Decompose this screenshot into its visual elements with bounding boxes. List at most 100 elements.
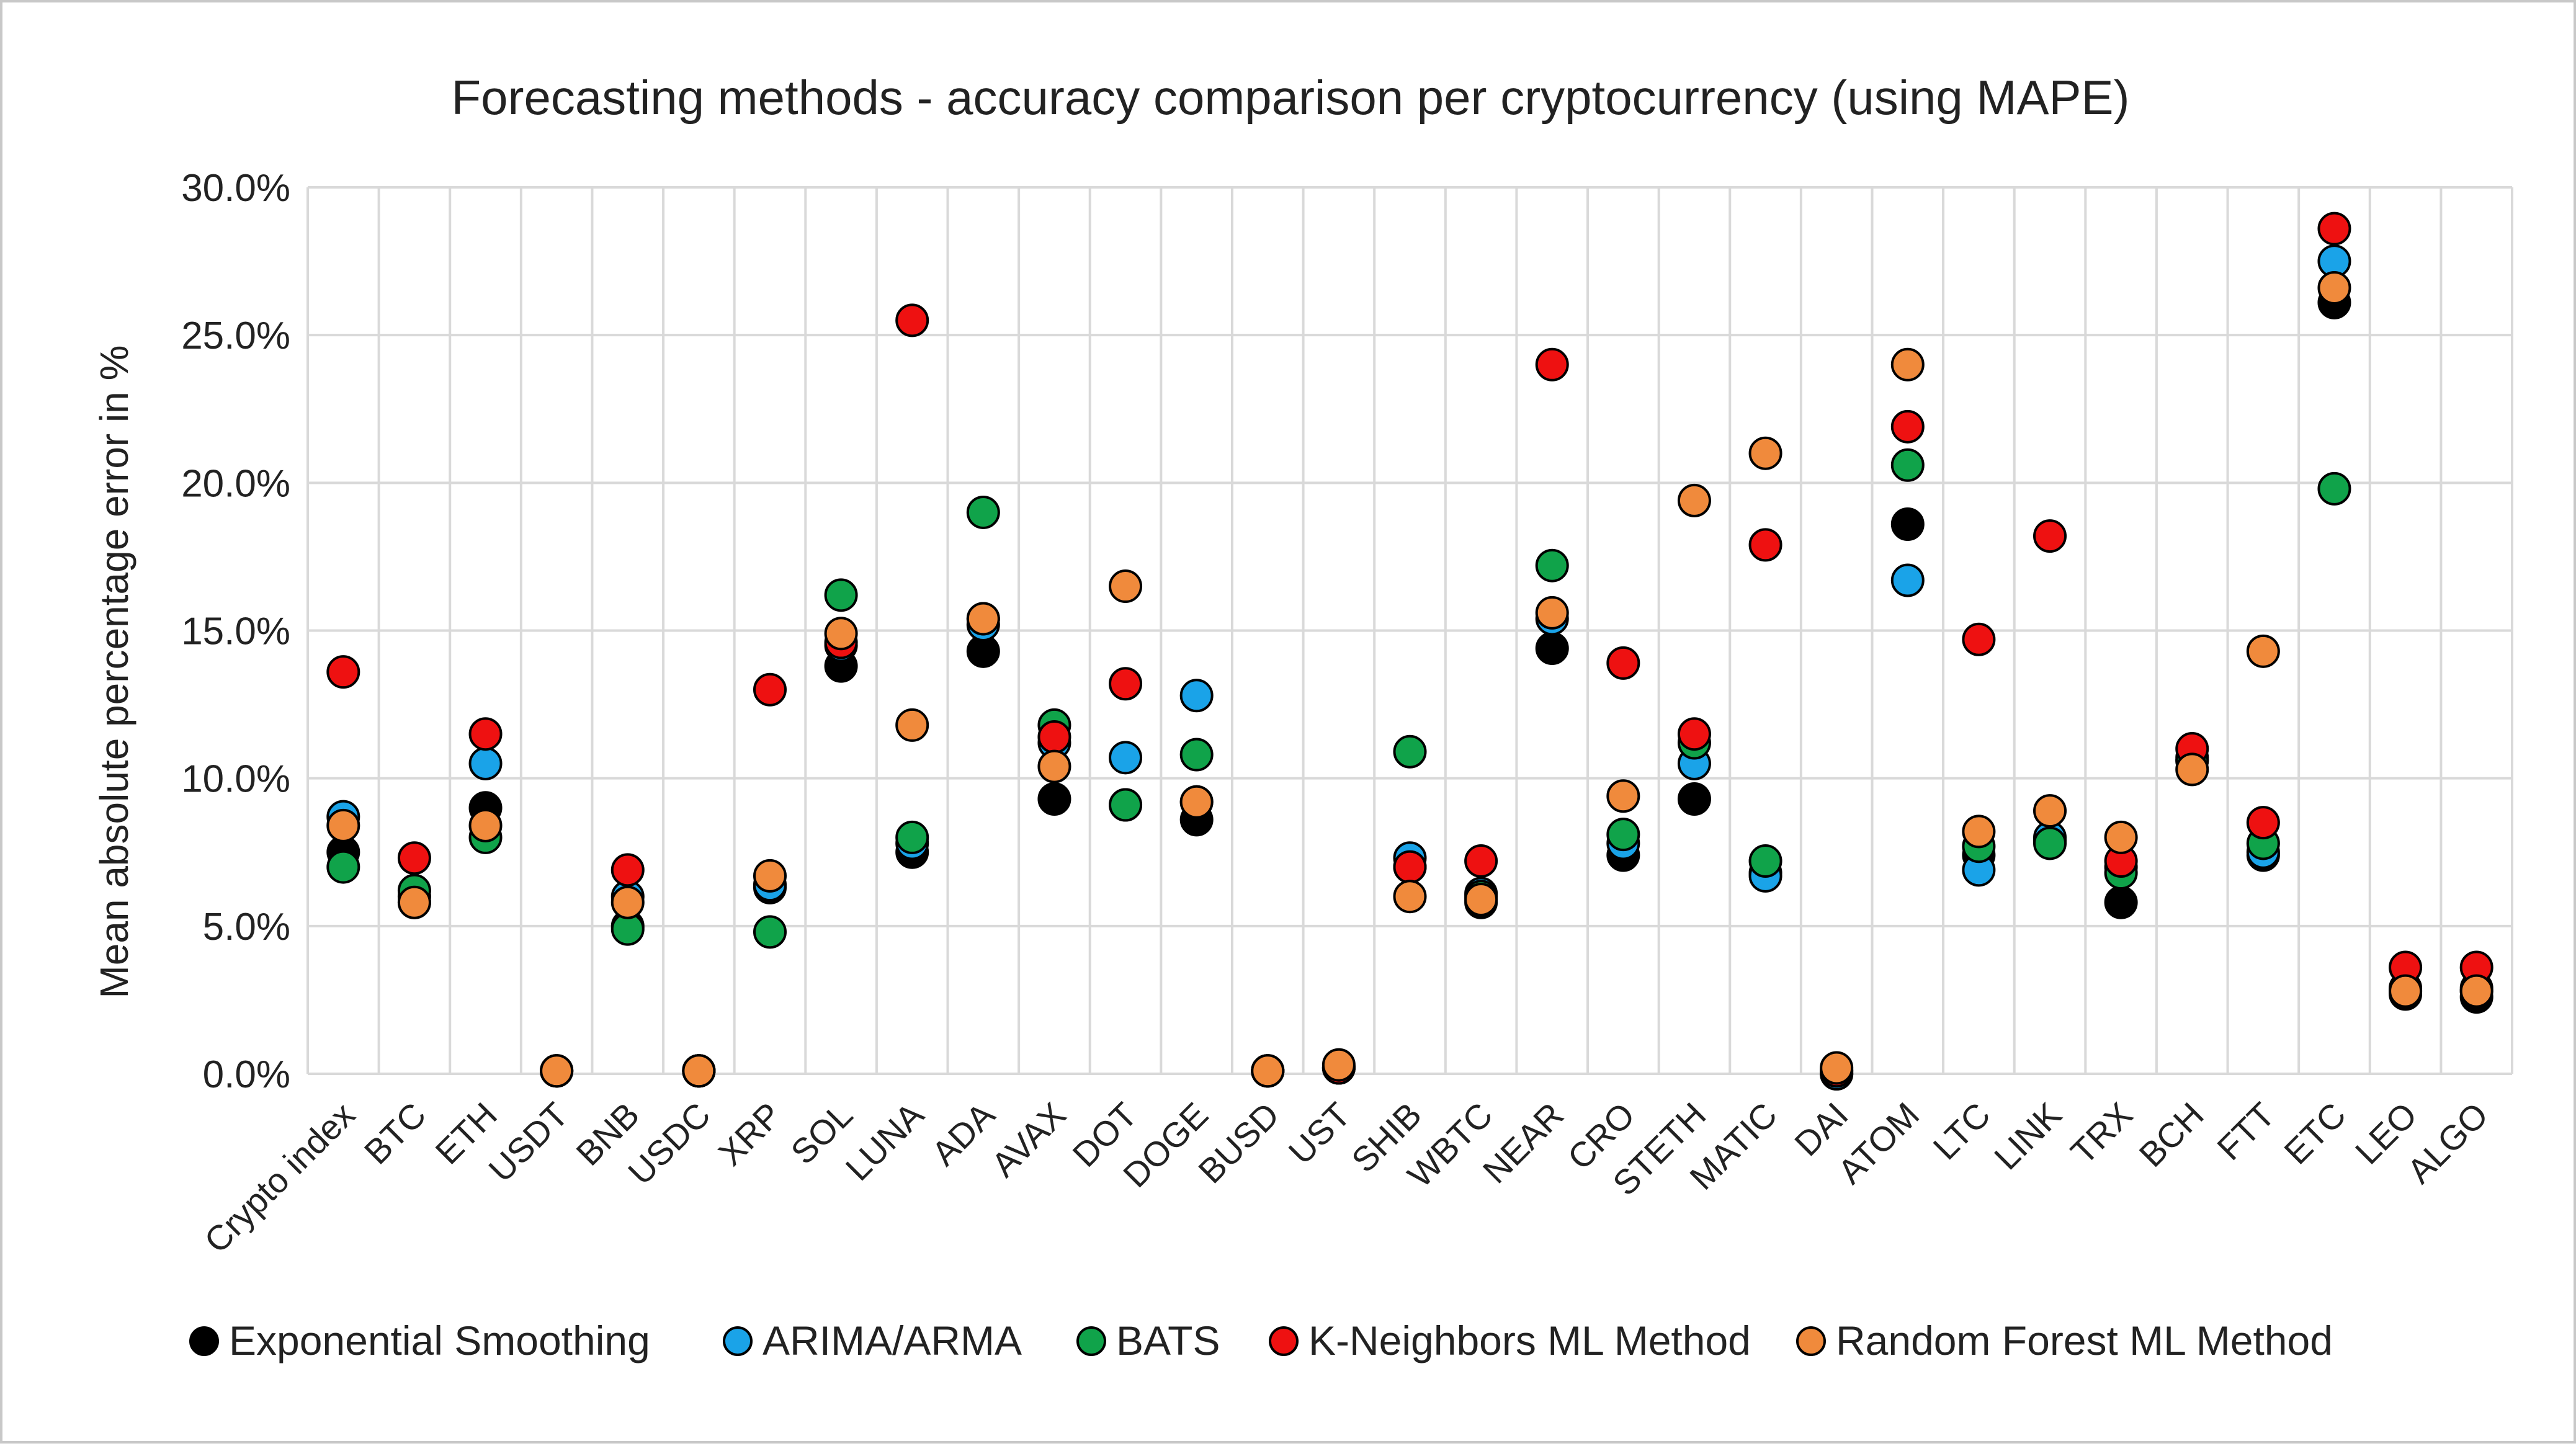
y-tick-label: 0.0% (203, 1053, 290, 1096)
legend-label: BATS (1116, 1318, 1220, 1363)
series-2 (326, 448, 2493, 1088)
x-tick-label: LINK (1987, 1095, 2069, 1177)
data-point (1179, 679, 1214, 713)
legend-marker (723, 1326, 753, 1356)
data-point (468, 746, 503, 780)
data-point (1322, 1048, 1356, 1082)
data-point (2033, 794, 2067, 828)
data-point (824, 578, 858, 612)
data-point (1535, 596, 1569, 630)
x-tick-label: FTT (2209, 1095, 2282, 1167)
y-axis-ticks: 0.0% 5.0% 10.0% 15.0% 20.0% 25.0% 30.0% (181, 167, 290, 1096)
data-point (966, 495, 1000, 529)
data-point (966, 602, 1000, 636)
x-tick-label: BCH (2132, 1095, 2211, 1174)
data-point (1748, 844, 1782, 878)
data-point (2389, 974, 2423, 1008)
legend-marker (1269, 1326, 1299, 1356)
y-tick-label: 5.0% (203, 906, 290, 948)
series-1 (326, 244, 2493, 1091)
data-point (753, 859, 787, 893)
data-point (1109, 569, 1143, 604)
data-point (1890, 347, 1925, 382)
data-point (2175, 752, 2209, 787)
data-point (326, 850, 360, 884)
legend-label: K-Neighbors ML Method (1308, 1318, 1751, 1363)
data-point (895, 820, 929, 854)
data-point (326, 808, 360, 842)
data-point (610, 853, 645, 887)
data-point (1962, 622, 1996, 656)
data-point (895, 303, 929, 337)
data-point (1890, 507, 1925, 542)
data-point (1890, 448, 1925, 482)
series-0 (326, 285, 2493, 1091)
data-point (824, 617, 858, 651)
x-axis-ticks: Crypto indexBTCETHUSDTBNBUSDCXRPSOLLUNAA… (197, 1094, 2495, 1260)
legend-item: Random Forest ML Method (1796, 1318, 2333, 1363)
data-point (1677, 782, 1711, 816)
data-point (895, 708, 929, 742)
x-tick-label: ATOM (1830, 1095, 1926, 1191)
data-point (2033, 519, 2067, 553)
data-point (682, 1054, 716, 1088)
data-point (610, 885, 645, 919)
x-tick-label: Crypto index (197, 1095, 362, 1261)
x-tick-label: USDT (481, 1095, 575, 1189)
data-point (1464, 844, 1498, 878)
data-point (1606, 818, 1640, 852)
x-tick-label: BUSD (1191, 1095, 1287, 1191)
data-point (2104, 885, 2138, 919)
x-tick-label: LTC (1925, 1095, 1997, 1167)
data-point (1393, 850, 1427, 884)
data-point (1606, 779, 1640, 813)
x-tick-label: ALGO (2400, 1095, 2496, 1191)
series-3 (326, 212, 2493, 1088)
legend-item: BATS (1076, 1318, 1220, 1363)
chart-title: Forecasting methods - accuracy compariso… (451, 70, 2129, 125)
data-point (397, 885, 431, 919)
x-tick-label: TRX (2063, 1095, 2140, 1172)
data-point (2459, 974, 2493, 1008)
legend-marker (1796, 1326, 1826, 1356)
data-point (2104, 820, 2138, 854)
legend-marker (189, 1326, 219, 1356)
data-point (326, 655, 360, 689)
x-tick-label: XRP (710, 1095, 789, 1173)
series-4 (326, 270, 2493, 1088)
data-point (1677, 483, 1711, 517)
data-point (1890, 563, 1925, 597)
data-point (540, 1054, 574, 1088)
y-tick-label: 20.0% (181, 462, 290, 505)
x-tick-label: UST (1281, 1095, 1358, 1172)
legend-item: ARIMA/ARMA (723, 1318, 1022, 1363)
data-point (1251, 1054, 1285, 1088)
legend-label: Exponential Smoothing (229, 1318, 650, 1363)
data-point (468, 717, 503, 751)
legend-label: ARIMA/ARMA (763, 1318, 1022, 1363)
data-point (1535, 632, 1569, 666)
y-tick-label: 15.0% (181, 610, 290, 653)
data-point (1962, 814, 1996, 849)
data-point (1037, 720, 1071, 754)
data-point (1820, 1051, 1854, 1085)
x-tick-label: AVAX (984, 1095, 1073, 1184)
data-point (2317, 471, 2351, 506)
data-point (1109, 667, 1143, 701)
y-axis-label: Mean absolute percentage error in % (92, 345, 136, 998)
legend: Exponential Smoothing ARIMA/ARMA BATS K-Nei… (189, 1318, 2333, 1363)
data-point (1179, 738, 1214, 772)
data-points (326, 212, 2493, 1091)
data-point (468, 808, 503, 842)
data-point (1464, 882, 1498, 916)
legend-item: K-Neighbors ML Method (1269, 1318, 1751, 1363)
data-point (1179, 785, 1214, 819)
data-point (1393, 734, 1427, 769)
data-point (1535, 347, 1569, 382)
data-point (397, 841, 431, 875)
x-tick-label: LUNA (838, 1094, 932, 1188)
data-point (1109, 741, 1143, 775)
data-point (1890, 409, 1925, 444)
